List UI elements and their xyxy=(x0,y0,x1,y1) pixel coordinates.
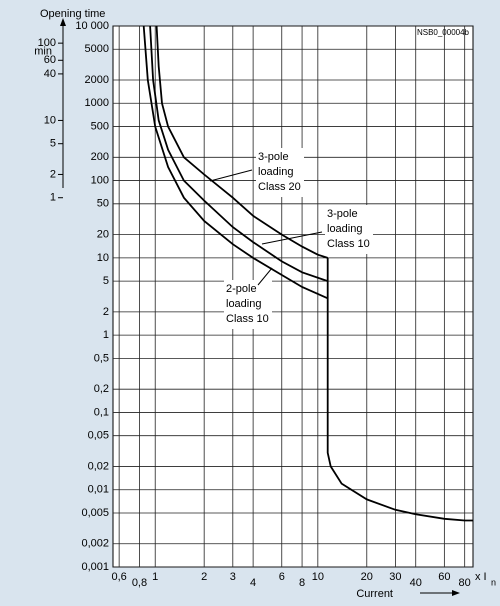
x-tick-label: 30 xyxy=(389,571,401,583)
y2-tick-label: 60 xyxy=(44,54,56,66)
x-tick-label: 1 xyxy=(152,571,158,583)
x-tick-label: 2 xyxy=(201,571,207,583)
curve xyxy=(326,257,473,522)
annotation: 3-pole xyxy=(258,151,289,163)
x-tick-label: 40 xyxy=(410,577,422,589)
annotation: 2-pole xyxy=(226,283,257,295)
annotation: loading xyxy=(327,223,362,235)
y-tick-label: 10 xyxy=(97,252,109,264)
x-tick-label: 10 xyxy=(312,571,324,583)
x-tick-label: 60 xyxy=(438,571,450,583)
plot-area xyxy=(112,25,474,568)
curve xyxy=(155,25,328,259)
x-tick-label: 6 xyxy=(279,571,285,583)
x-tick-label: 8 xyxy=(299,577,305,589)
annotation: Class 20 xyxy=(258,181,301,193)
y-tick-label: 1000 xyxy=(85,97,109,109)
y-tick-label: 10 000 xyxy=(75,20,109,32)
annotation: loading xyxy=(258,166,293,178)
x-tick-label: 0,8 xyxy=(132,577,147,589)
annotation: loading xyxy=(226,298,261,310)
y2-tick-label: 100 xyxy=(38,37,56,49)
y-tick-label: 0,05 xyxy=(88,430,109,442)
y-tick-label: 0,005 xyxy=(81,507,109,519)
y2-tick-label: 2 xyxy=(50,168,56,180)
annotation: Class 10 xyxy=(226,313,269,325)
y-tick-label: 0,001 xyxy=(81,561,109,573)
y-tick-label: 200 xyxy=(91,151,109,163)
x-tick-label: 0,6 xyxy=(111,571,126,583)
y2-tick-label: 40 xyxy=(44,68,56,80)
annotation: Class 10 xyxy=(327,238,370,250)
leader-line xyxy=(257,267,273,286)
y-tick-label: 20 xyxy=(97,228,109,240)
annotation-box xyxy=(224,280,272,329)
chart-title: Opening time xyxy=(40,8,105,20)
y-tick-label: 0,002 xyxy=(81,538,109,550)
y-tick-label: 5 xyxy=(103,275,109,287)
x-axis-label: Current xyxy=(356,588,393,600)
annotation-box xyxy=(256,148,304,197)
annotation-box xyxy=(325,205,373,254)
y2-unit: min xyxy=(34,46,52,58)
x-tick-label: 3 xyxy=(230,571,236,583)
y2-tick-label: 5 xyxy=(50,138,56,150)
y-tick-label: 0,2 xyxy=(94,383,109,395)
y-tick-label: 0,5 xyxy=(94,352,109,364)
y-tick-label: 5000 xyxy=(85,43,109,55)
y-tick-label: 1 xyxy=(103,329,109,341)
leader-line xyxy=(261,231,323,245)
y-tick-label: 0,1 xyxy=(94,406,109,418)
curve xyxy=(149,25,328,282)
x-unit: x I xyxy=(475,571,487,583)
figure-code: NSB0_00004b xyxy=(417,28,470,37)
y-tick-label: 0,02 xyxy=(88,460,109,472)
x-unit-sub: n xyxy=(491,577,496,587)
y-tick-label: 2000 xyxy=(85,74,109,86)
axis-arrow xyxy=(60,18,66,26)
leader-line xyxy=(209,169,253,182)
y-tick-label: 0,01 xyxy=(88,484,109,496)
annotation: 3-pole xyxy=(327,208,358,220)
y2-tick-label: 10 xyxy=(44,114,56,126)
x-tick-label: 80 xyxy=(459,577,471,589)
y-tick-label: 2 xyxy=(103,306,109,318)
y2-tick-label: 1 xyxy=(50,192,56,204)
y-tick-label: 100 xyxy=(91,174,109,186)
axis-arrow xyxy=(452,590,460,596)
x-tick-label: 20 xyxy=(361,571,373,583)
y-tick-label: 500 xyxy=(91,120,109,132)
curve xyxy=(142,25,329,300)
x-tick-label: 4 xyxy=(250,577,256,589)
y-tick-label: 50 xyxy=(97,198,109,210)
